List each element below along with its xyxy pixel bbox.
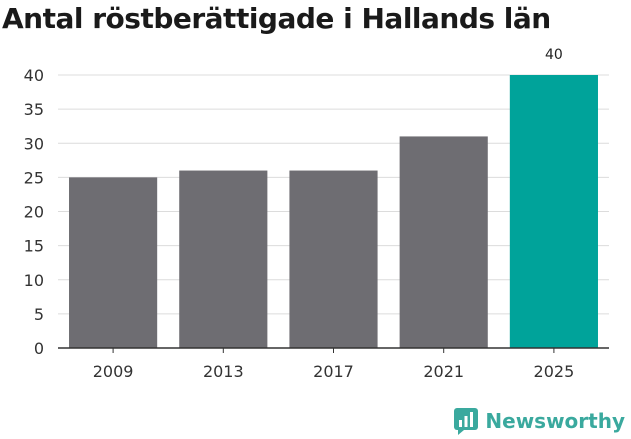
bar-2017 bbox=[289, 170, 378, 348]
bar-2013 bbox=[179, 170, 268, 348]
x-tick-label: 2021 bbox=[423, 362, 464, 381]
x-tick-label: 2013 bbox=[203, 362, 244, 381]
y-tick-label: 0 bbox=[34, 339, 44, 358]
y-tick-label: 20 bbox=[24, 203, 44, 222]
x-tick-label: 2017 bbox=[313, 362, 354, 381]
y-tick-label: 10 bbox=[24, 271, 44, 290]
y-axis-ticks: 0 5 10 15 20 25 30 35 40 bbox=[24, 66, 44, 358]
data-label: 40 bbox=[545, 47, 563, 63]
bars bbox=[69, 75, 598, 348]
bar-2025 bbox=[509, 75, 598, 348]
newsworthy-logo: Newsworthy bbox=[453, 407, 625, 435]
chart-title: Antal röstberättigade i Hallands län bbox=[2, 2, 551, 35]
bar-2021 bbox=[399, 136, 488, 348]
x-tick-label: 2009 bbox=[93, 362, 134, 381]
newsworthy-logo-icon bbox=[454, 408, 479, 435]
brand-name: Newsworthy bbox=[485, 409, 625, 433]
y-tick-label: 35 bbox=[24, 100, 44, 119]
y-tick-label: 5 bbox=[34, 305, 44, 324]
y-tick-label: 30 bbox=[24, 134, 44, 153]
x-tick-label: 2025 bbox=[534, 362, 575, 381]
y-tick-label: 40 bbox=[24, 66, 44, 85]
y-tick-label: 15 bbox=[24, 237, 44, 256]
bar-2009 bbox=[69, 177, 158, 348]
y-tick-label: 25 bbox=[24, 168, 44, 187]
data-labels: 40 bbox=[545, 47, 563, 63]
x-axis-ticks: 2009 2013 2017 2021 2025 bbox=[93, 348, 575, 381]
